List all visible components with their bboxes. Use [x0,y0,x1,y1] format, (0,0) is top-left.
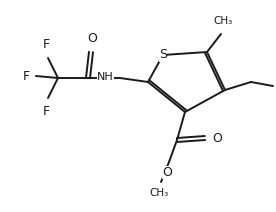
Text: NH: NH [97,72,114,82]
Text: S: S [159,49,167,61]
Text: CH₃: CH₃ [149,188,169,198]
Text: F: F [43,105,50,118]
Text: F: F [23,70,30,82]
Text: O: O [87,32,97,45]
Text: CH₃: CH₃ [213,16,233,26]
Text: F: F [43,38,50,51]
Text: O: O [162,166,172,179]
Text: O: O [212,131,222,145]
